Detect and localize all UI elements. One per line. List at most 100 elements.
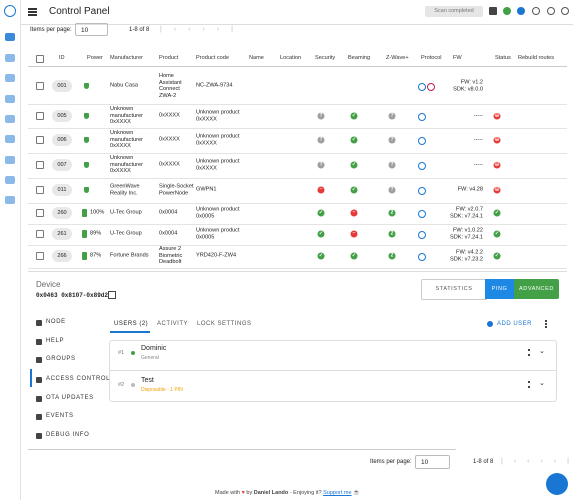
status-icon[interactable] (503, 7, 511, 15)
column-header[interactable]: Status (495, 55, 511, 61)
user-menu[interactable] (528, 349, 532, 356)
column-header[interactable]: Manufacturer (110, 55, 143, 61)
battery-icon (82, 252, 87, 260)
menu-item[interactable]: HELP (46, 338, 65, 344)
statistics-button[interactable]: STATISTICS (421, 279, 487, 300)
checkbox[interactable] (36, 82, 44, 90)
edit-icon[interactable] (489, 7, 497, 15)
zoom-icon[interactable] (561, 7, 569, 15)
menu-item[interactable]: EVENTS (46, 413, 74, 419)
footer-text: Made with (215, 490, 241, 496)
menu-item[interactable]: ACCESS CONTROL (46, 376, 111, 382)
battery-icon (82, 230, 87, 238)
user-type: Disposable · 1 PIN (141, 387, 183, 393)
zwave-plus-version: 2 (388, 209, 396, 217)
column-header[interactable]: Product code (196, 55, 229, 61)
column-header[interactable]: Product (159, 55, 179, 61)
node-id[interactable]: 260 (52, 207, 72, 219)
column-header[interactable]: Z-Wave+ (386, 55, 409, 61)
nav-icon[interactable] (5, 196, 15, 204)
tab-users[interactable]: USERS (2) (114, 321, 149, 327)
column-header[interactable]: Location (280, 55, 302, 61)
menu-icon (36, 357, 42, 363)
user-menu[interactable] (528, 381, 532, 388)
nav-icon[interactable] (5, 95, 15, 103)
menu-item[interactable]: GROUPS (46, 356, 76, 362)
nav-icon[interactable] (5, 74, 15, 82)
checkbox[interactable] (36, 136, 44, 144)
ping-button[interactable]: PING (485, 279, 514, 299)
expand-icon[interactable]: ⌄ (539, 380, 545, 387)
checkbox[interactable] (36, 55, 44, 63)
nav-icon[interactable] (5, 33, 15, 41)
column-header[interactable]: ID (59, 55, 65, 61)
checkbox[interactable] (36, 186, 44, 194)
status-icon: ✓ (350, 252, 358, 260)
chat-fab[interactable] (546, 473, 568, 495)
node-id[interactable]: 261 (52, 228, 72, 240)
menu-item[interactable]: OTA UPDATES (46, 395, 94, 401)
items-per-page-select[interactable]: 10 (415, 455, 450, 469)
search-icon[interactable] (547, 7, 555, 15)
manufacturer: Fortune Brands (110, 252, 149, 259)
node-id[interactable]: 011 (52, 184, 72, 196)
status-icon: ✓ (493, 230, 501, 238)
user-number: #2 (118, 382, 125, 388)
tab-activity[interactable]: ACTIVITY (157, 321, 189, 327)
menu-icon (36, 339, 42, 345)
column-header[interactable]: FW (453, 55, 462, 61)
checkbox[interactable] (36, 230, 44, 238)
expand-icon[interactable]: ⌄ (539, 348, 545, 355)
column-header[interactable]: Security (315, 55, 336, 61)
node-id[interactable]: 005 (52, 110, 72, 122)
checkbox[interactable] (36, 112, 44, 120)
nav-icon[interactable] (5, 176, 15, 184)
info-icon[interactable] (517, 7, 525, 15)
row-divider (28, 104, 567, 105)
history-icon[interactable] (532, 7, 540, 15)
support-link[interactable]: Support me (323, 490, 352, 496)
column-header[interactable]: Protocol (421, 55, 442, 61)
nav-icon[interactable] (5, 54, 15, 62)
menu-item[interactable]: DEBUG INFO (46, 432, 90, 438)
firmware: FW: v4.28 (443, 187, 483, 194)
node-id[interactable]: 266 (52, 250, 72, 262)
node-id[interactable]: 007 (52, 159, 72, 171)
status-icon: ? (317, 112, 325, 120)
tab-indicator (110, 331, 150, 333)
product: Home Assistant Connect ZWA-2 (159, 72, 182, 99)
nav-icon[interactable] (5, 115, 15, 123)
checkbox[interactable] (36, 252, 44, 260)
column-header[interactable]: Power (87, 55, 103, 61)
more-icon[interactable] (545, 320, 549, 328)
open-icon[interactable] (108, 291, 116, 299)
user-name: Dominic (141, 345, 167, 352)
battery-icon (82, 209, 87, 217)
tab-lock-settings[interactable]: LOCK SETTINGS (197, 321, 252, 327)
node-id[interactable]: 006 (52, 134, 72, 146)
mains-icon (84, 137, 89, 143)
checkbox[interactable] (36, 209, 44, 217)
add-user-button[interactable]: ADD USER (497, 321, 533, 327)
nav-icon[interactable] (5, 156, 15, 164)
status-icon: ☹ (493, 112, 501, 120)
manufacturer: U-Tec Group (110, 209, 142, 216)
column-header[interactable]: Name (249, 55, 264, 61)
node-id[interactable]: 001 (52, 80, 72, 92)
items-per-page-select[interactable]: 10 (75, 23, 108, 36)
nav-icon[interactable] (5, 135, 15, 143)
advanced-button[interactable]: ADVANCED (514, 279, 559, 299)
row-divider (28, 128, 567, 129)
checkbox[interactable] (36, 161, 44, 169)
power: 89% (90, 230, 102, 237)
column-header[interactable]: Beaming (348, 55, 371, 61)
product: 0x0004 (159, 230, 178, 237)
menu-item[interactable]: NODE (46, 319, 66, 325)
menu-button[interactable] (28, 8, 37, 10)
column-header[interactable]: Rebuild routes (518, 55, 555, 61)
firmware-line: ----- (473, 112, 483, 119)
status-icon: ☹ (493, 186, 501, 194)
protocol-icon (418, 253, 426, 261)
manufacturer: GreenWave Reality Inc. (110, 183, 140, 196)
protocol-icon (418, 231, 426, 239)
